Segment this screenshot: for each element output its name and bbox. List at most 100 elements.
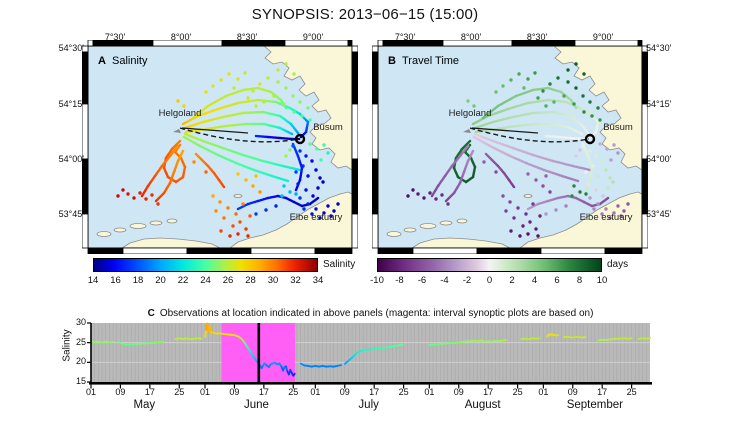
- map-frame-segment: [377, 247, 414, 255]
- scatter-dot: [280, 194, 284, 198]
- transect-solid-line: [471, 127, 539, 134]
- track-point: [296, 131, 300, 135]
- scatter-dot: [310, 159, 314, 163]
- panel-title: Salinity: [112, 55, 148, 67]
- lon-tick-label: 8°30': [526, 32, 548, 42]
- scatter-dot: [284, 86, 288, 90]
- scatter-dot: [291, 94, 295, 98]
- track-point: [430, 194, 434, 198]
- colorbar-tick-label: 18: [132, 275, 144, 286]
- scatter-dot: [244, 227, 248, 231]
- scatter-dot: [306, 106, 310, 110]
- colorbar-tick-label: -8: [395, 275, 404, 286]
- scatter-dot: [298, 196, 302, 200]
- x-tick-label: 17: [597, 387, 608, 397]
- colorbar-tick-label: 0: [486, 275, 493, 286]
- scatter-dot: [536, 234, 540, 238]
- scatter-dot: [541, 89, 545, 93]
- helgoland-island-mark: [173, 129, 181, 133]
- map-frame-segment: [351, 103, 359, 160]
- scatter-dot: [601, 194, 605, 198]
- scatter-dot: [619, 214, 623, 218]
- scatter-dot: [284, 154, 288, 158]
- scatter-dot: [411, 188, 415, 192]
- track-point: [576, 179, 580, 183]
- scatter-dot: [282, 102, 286, 106]
- scatter-dot: [241, 202, 245, 206]
- scatter-dot: [534, 227, 538, 231]
- scatter-dot: [524, 212, 528, 216]
- map-frame-segment: [351, 158, 359, 215]
- scatter-dot: [219, 229, 223, 233]
- scatter-dot: [294, 170, 298, 174]
- y-tick-label: 25: [75, 336, 86, 347]
- scatter-dot: [598, 118, 602, 122]
- scatter-dot: [509, 229, 513, 233]
- y-tick-label: 30: [75, 317, 86, 327]
- scatter-dot: [258, 82, 262, 86]
- scatter-dot: [556, 76, 560, 80]
- scatter-dot: [594, 188, 598, 192]
- scatter-dot: [526, 172, 530, 176]
- scatter-dot: [612, 143, 616, 147]
- scatter-dot: [244, 178, 248, 182]
- colorbar-tick-label: 2: [509, 275, 515, 286]
- map-frame-segment: [412, 247, 478, 255]
- island: [386, 231, 402, 237]
- scatter-dot: [531, 202, 535, 206]
- scatter-dot: [258, 190, 262, 194]
- colorbar-tick-label: 20: [155, 275, 166, 286]
- scatter-dot: [318, 216, 322, 220]
- scatter-dot: [234, 212, 238, 216]
- scatter-dot: [284, 62, 288, 66]
- lon-tick-label: 7°30': [394, 32, 416, 42]
- scatter-dot: [572, 102, 576, 106]
- lat-tick-label-right: 54°00': [646, 154, 672, 164]
- scatter-dot: [315, 147, 319, 151]
- scatter-dot: [121, 188, 125, 192]
- scatter-dot: [594, 154, 598, 158]
- salinity-colorbar: [93, 258, 318, 272]
- scatter-dot: [582, 110, 586, 114]
- scatter-dot: [517, 72, 521, 76]
- scatter-dot: [204, 90, 208, 94]
- scatter-dot: [236, 232, 240, 236]
- colorbar-tick-label: 8: [576, 275, 583, 286]
- scatter-dot: [228, 234, 232, 238]
- map-frame-segment: [87, 39, 94, 47]
- scatter-dot: [276, 80, 280, 84]
- scatter-dot: [566, 80, 570, 84]
- scatter-dot: [319, 158, 323, 162]
- scatter-dot: [288, 148, 292, 152]
- scatter-dot: [288, 190, 292, 194]
- scatter-dot: [248, 214, 252, 218]
- scatter-dot: [274, 204, 278, 208]
- scatter-dot: [336, 202, 340, 206]
- map-frame-segment: [540, 247, 606, 255]
- scatter-dot: [156, 202, 160, 206]
- colorbar-tick-label: 16: [110, 275, 121, 286]
- x-tick-label: 25: [288, 387, 299, 397]
- scatter-dot: [254, 104, 258, 108]
- scatter-dot: [588, 149, 592, 153]
- scatter-dot: [251, 89, 255, 93]
- colorbar-tick-label: 6: [554, 275, 560, 286]
- observation-series-segment: [208, 324, 212, 333]
- scatter-dot: [544, 104, 548, 108]
- scatter-dot: [600, 212, 604, 216]
- scatter-dot: [544, 212, 548, 216]
- lat-tick-label-right: 53°45': [646, 209, 672, 219]
- lat-tick-label-right: 54°30': [646, 43, 672, 53]
- x-axis: [89, 382, 652, 385]
- scatter-dot: [150, 193, 154, 197]
- scatter-dot: [272, 94, 276, 98]
- x-tick-label: 01: [199, 387, 210, 397]
- scatter-dot: [422, 196, 426, 200]
- scatter-dot: [526, 232, 530, 236]
- track-point: [222, 185, 226, 189]
- map-frame-segment: [641, 158, 649, 215]
- x-tick-label: 25: [398, 387, 409, 397]
- map-frame-segment: [604, 247, 643, 255]
- scatter-dot: [311, 194, 315, 198]
- land: [263, 46, 352, 171]
